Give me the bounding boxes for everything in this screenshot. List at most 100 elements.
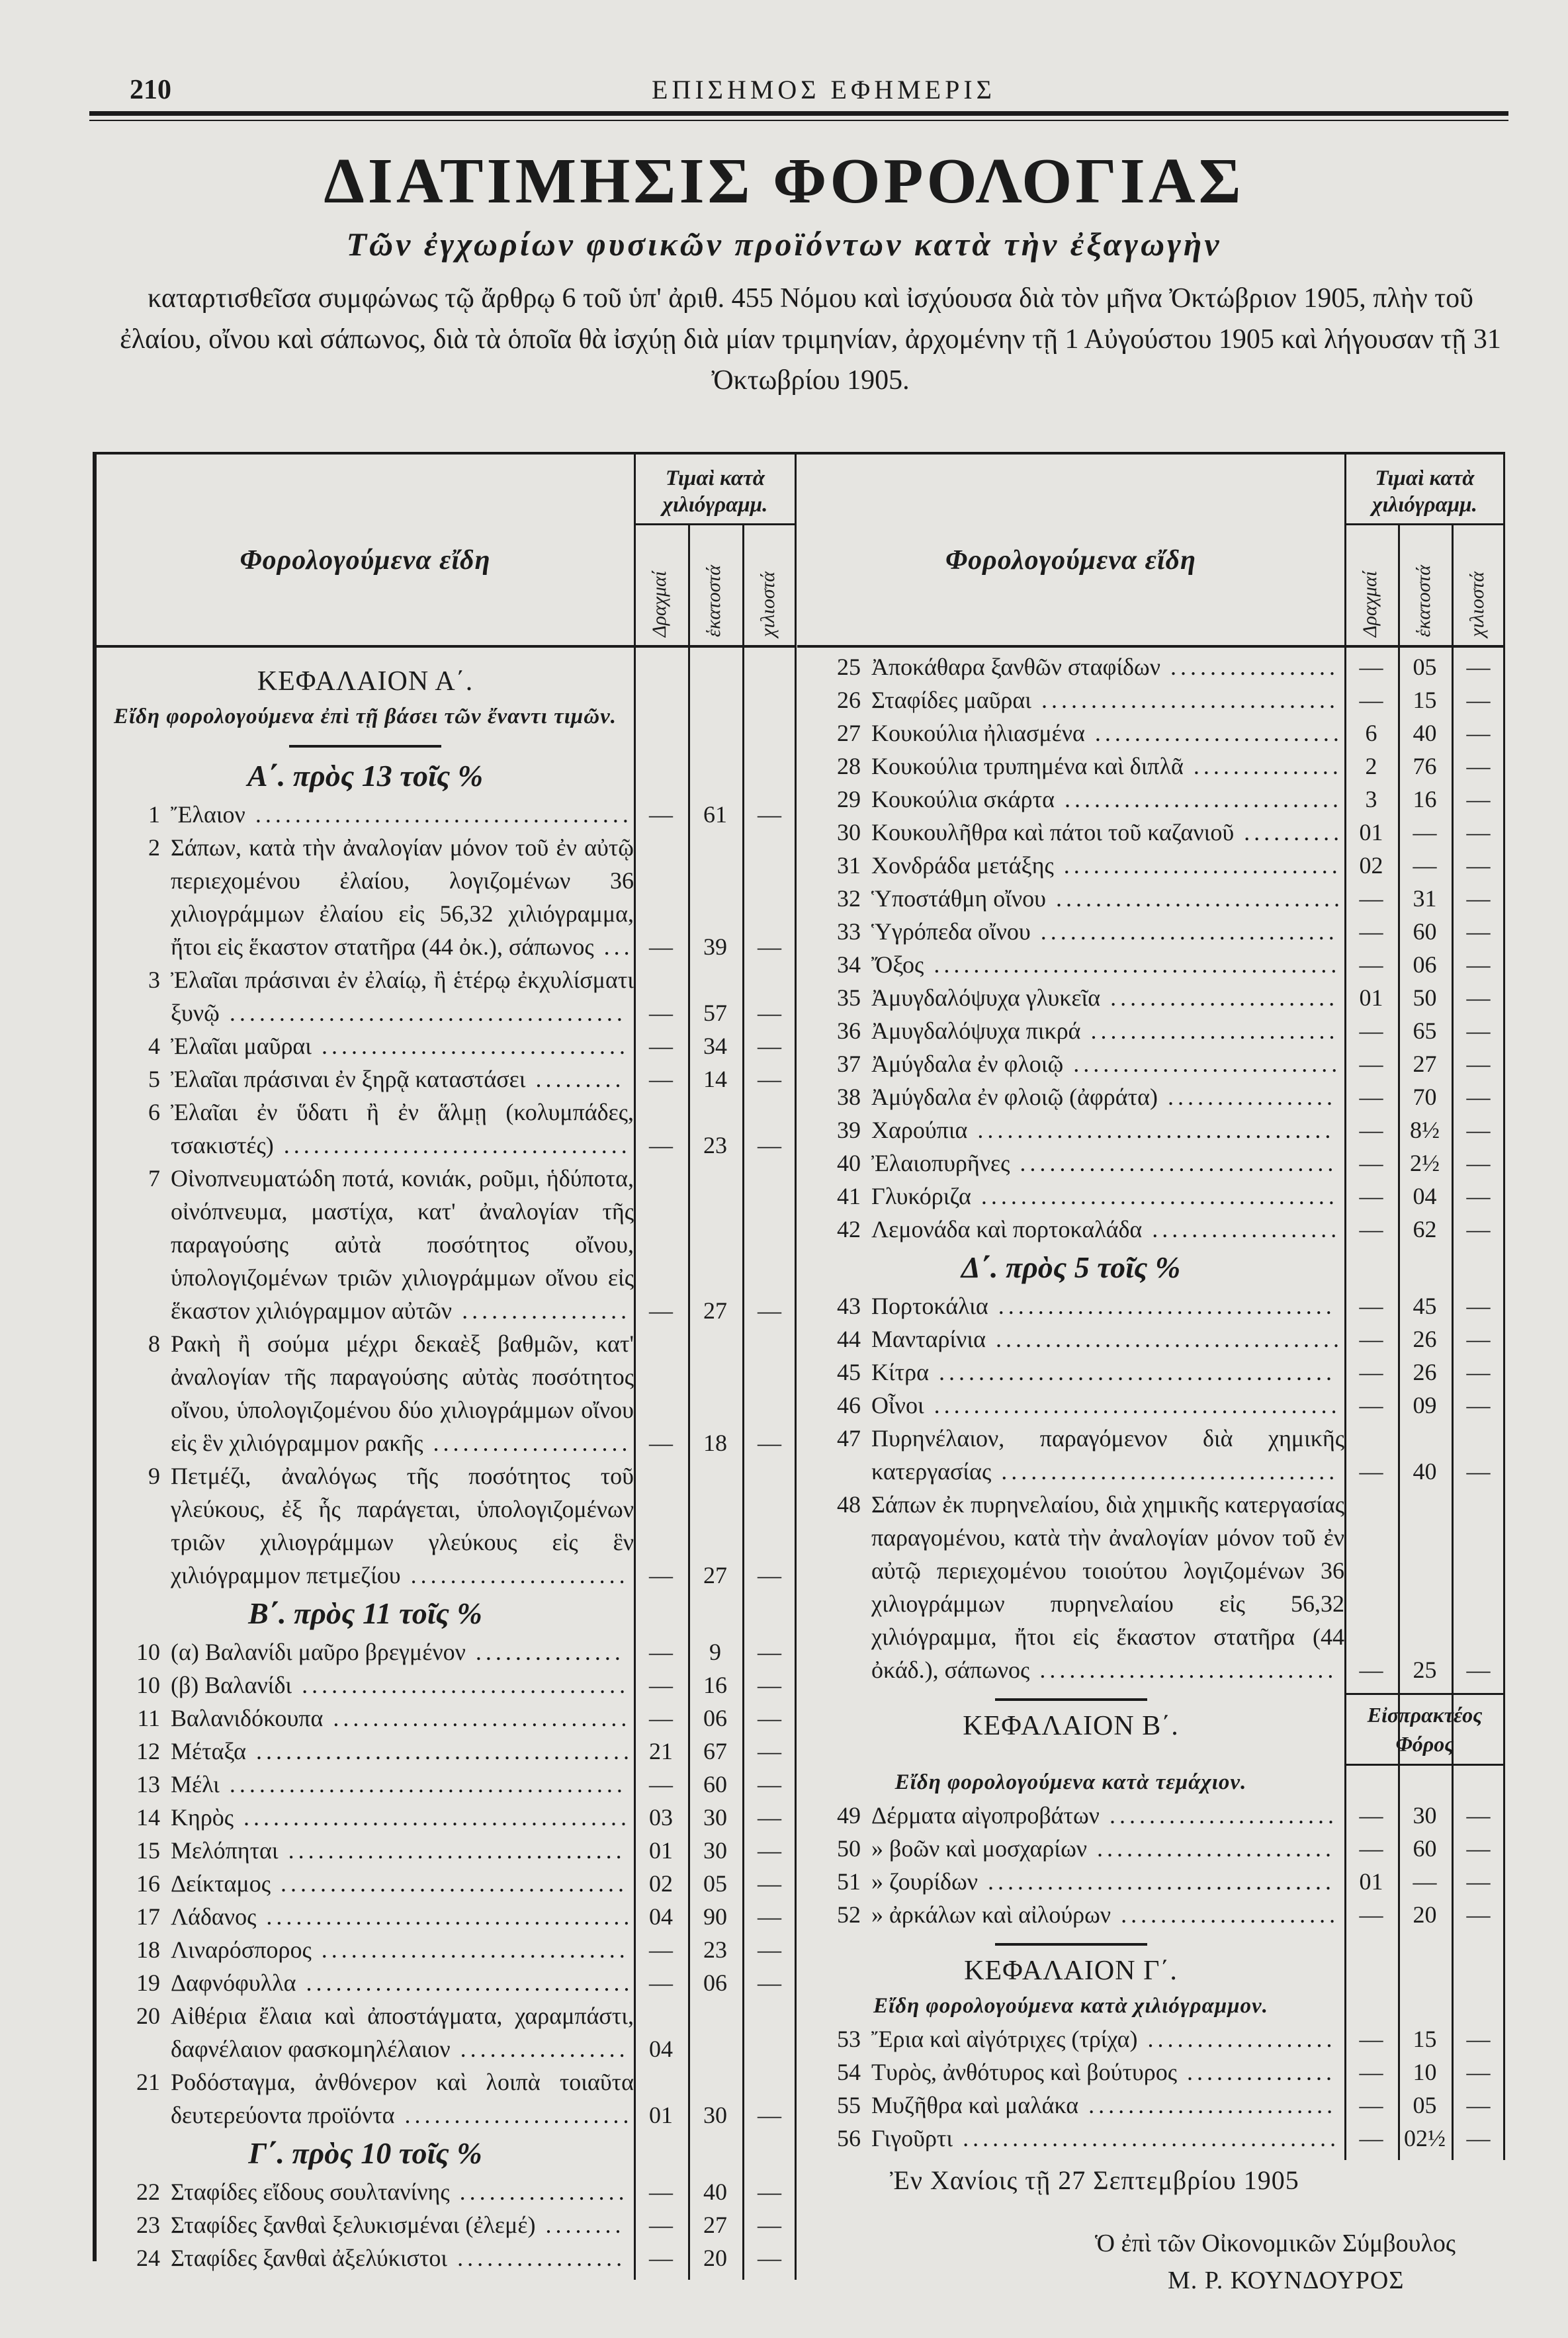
right-column-body: 25 Ἀποκάθαρα ξανθῶν σταφίδων ............…	[797, 650, 1505, 2307]
value-mils: —	[758, 1870, 781, 1897]
table-row: 24 Σταφίδες ξανθαὶ ἀξελύκιστοι ..........…	[97, 2241, 797, 2274]
value-drachmas: 01	[1359, 819, 1383, 845]
dot-leader: .......................................	[234, 1804, 631, 1831]
item-name: Ἐλαῖαι πράσιναι ἐν ἐλαίῳ, ἢ ἑτέρῳ ἐκχυλί…	[171, 967, 634, 1026]
item-number: 39	[837, 1117, 861, 1143]
table-row: 52 » ἀρκάλων καὶ αἰλούρων ...............…	[797, 1898, 1505, 1931]
left-price-head-rule	[634, 523, 797, 525]
dot-leader: ........................................	[219, 1000, 627, 1026]
value-cents: 27	[703, 1562, 727, 1588]
value-drachmas: 01	[649, 2102, 673, 2128]
table-row: 38 Ἀμύγδαλα ἐν φλοιῷ (ἀφράτα) ...........…	[797, 1080, 1505, 1113]
item-description: 40 Ἐλαιοπυρῆνες .........................…	[797, 1147, 1344, 1180]
item-description: 41 Γλυκόριζα ............................…	[797, 1180, 1344, 1213]
section-row: Εἴδη φορολογούμενα ἐπὶ τῇ βάσει τῶν ἔναν…	[97, 700, 634, 733]
item-description: 17 Λάδανος ..............................…	[97, 1900, 634, 1933]
header-rule	[89, 111, 1508, 116]
left-price-header: Τιμαὶ κατὰ χιλιόγραμμ.	[662, 466, 768, 517]
item-description: 3 Ἐλαῖαι πράσιναι ἐν ἐλαίῳ, ἢ ἑτέρῳ ἐκχυλ…	[97, 963, 634, 1029]
item-number: 5	[148, 1066, 160, 1092]
table-row: 45 Κίτρα ................................…	[797, 1356, 1505, 1389]
value-drachmas: —	[649, 1033, 673, 1059]
value-drachmas: —	[1359, 1359, 1383, 1385]
item-number: 33	[837, 918, 861, 945]
value-cents: 30	[703, 2102, 727, 2128]
value-drachmas: 3	[1365, 786, 1377, 812]
table-row: 23 Σταφίδες ξανθαὶ ξελυκισμέναι (ἐλεμέ) .…	[97, 2208, 797, 2241]
item-number: 40	[837, 1150, 861, 1176]
value-cents: 30	[703, 1837, 727, 1864]
table-row: ΚΕΦΑΛΑΙΟΝ Β΄. Εἰσπρακτέος Φόρος	[797, 1686, 1505, 1766]
item-name: Βαλανιδόκουπα	[171, 1705, 324, 1731]
left-column-body: ΚΕΦΑΛΑΙΟΝ Α΄. Εἴδη φορολογούμενα ἐπὶ τῇ β…	[97, 654, 797, 2274]
value-drachmas: —	[1359, 1017, 1383, 1044]
item-name: Ρακὴ ἢ σούμα μέχρι δεκαὲξ βαθμῶν, κατ' ἀ…	[171, 1330, 634, 1456]
value-cents: 60	[1413, 918, 1437, 945]
value-cents: 20	[703, 2245, 727, 2271]
item-name: Οἰνοπνευματώδη ποτά, κονιάκ, ροῦμι, ἡδύπ…	[171, 1165, 634, 1324]
item-name: Πυρηνέλαιον, παραγόμενον διὰ χημικῆς κατ…	[871, 1425, 1344, 1485]
dot-leader: ...................	[1142, 1216, 1341, 1242]
item-number: 25	[837, 654, 861, 680]
table-row: 21 Ροδόσταγμα, ἀνθόνερον καὶ λοιπὰ τοιαῦτ…	[97, 2065, 797, 2132]
value-mils: —	[1466, 753, 1491, 779]
divider-rule	[289, 745, 441, 748]
item-number: 52	[837, 1901, 861, 1928]
item-description: 16 Δείκταμος ............................…	[97, 1867, 634, 1900]
dot-leader: .........................	[1080, 1017, 1339, 1044]
value-mils: —	[758, 1297, 781, 1324]
value-cents: 34	[703, 1033, 727, 1059]
value-cents: 30	[703, 1804, 727, 1831]
signatory-title: Ὁ ἐπὶ τῶν Οἰκονομικῶν Σύμβουλος	[1095, 2230, 1456, 2257]
right-right-divider	[1503, 452, 1505, 2160]
table-row: 28 Κουκούλια τρυπημένα καὶ διπλᾶ ........…	[797, 750, 1505, 783]
value-cents: 05	[703, 1870, 727, 1897]
item-number: 14	[136, 1804, 160, 1831]
item-name: Μελόπηται	[171, 1837, 279, 1864]
table-row: 3 Ἐλαῖαι πράσιναι ἐν ἐλαίῳ, ἢ ἑτέρῳ ἐκχυλ…	[97, 963, 797, 1029]
value-mils: —	[1466, 1657, 1491, 1683]
item-number: 10	[136, 1639, 160, 1665]
dot-leader: ................................	[1010, 1150, 1338, 1176]
value-mils: —	[758, 1033, 781, 1059]
item-description: 5 Ἐλαῖαι πράσιναι ἐν ξηρᾷ καταστάσει ....…	[97, 1062, 634, 1096]
rate-group-heading: Δ΄. πρὸς 5 τοῖς %	[961, 1250, 1181, 1284]
table-row: 18 Λιναρόσπορος .........................…	[97, 1933, 797, 1966]
dot-leader: ........................................	[219, 1771, 627, 1797]
item-name: Γλυκόριζα	[871, 1183, 971, 1209]
item-name: Ἐλαιοπυρῆνες	[871, 1150, 1010, 1176]
table-border-left	[93, 452, 97, 2261]
item-number: 38	[837, 1084, 861, 1110]
dot-leader: .................................	[296, 1970, 634, 1996]
dot-leader: .....................................	[256, 1903, 634, 1930]
item-number: 41	[837, 1183, 861, 1209]
item-name: Ἔρια καὶ αἰγότριχες (τρίχα)	[871, 2026, 1138, 2052]
value-drachmas: —	[649, 1297, 673, 1324]
item-description: 34 Ὄξος .................................…	[797, 948, 1344, 981]
value-drachmas: —	[1359, 1293, 1383, 1319]
value-mils: —	[1466, 2026, 1491, 2052]
left-right-divider	[795, 452, 797, 2280]
value-drachmas: —	[1359, 1901, 1383, 1928]
table-row: 43 Πορτοκάλια ...........................…	[797, 1289, 1505, 1322]
item-description: 46 Οἶνοι ................................…	[797, 1389, 1344, 1422]
item-description: 42 Λεμονάδα καὶ πορτοκαλάδα .............…	[797, 1213, 1344, 1246]
value-drachmas: —	[649, 1936, 673, 1963]
table-row: 17 Λάδανος ..............................…	[97, 1900, 797, 1933]
value-cents: 14	[703, 1066, 727, 1092]
dot-leader: ....................................	[971, 1183, 1338, 1209]
value-mils: —	[1466, 885, 1491, 912]
right-col-divider	[1452, 525, 1454, 2160]
table-row: 12 Μέταξα ...............................…	[97, 1735, 797, 1768]
item-name: Κουκούλια τρυπημένα καὶ διπλᾶ	[871, 753, 1184, 779]
dot-leader: ......................................	[246, 1738, 634, 1764]
dot-leader: ...............	[1176, 2059, 1336, 2085]
value-drachmas: —	[649, 1639, 673, 1665]
value-drachmas: 02	[1359, 852, 1383, 879]
item-description: 11 Βαλανιδόκουπα ........................…	[97, 1702, 634, 1735]
value-mils: —	[1466, 1017, 1491, 1044]
item-name: Τυρὸς, ἀνθότυρος καὶ βούτυρος	[871, 2059, 1177, 2085]
section-row: ΚΕΦΑΛΑΙΟΝ Γ΄.	[797, 1952, 1344, 1989]
value-mils: —	[1466, 918, 1491, 945]
value-cents: 39	[703, 933, 727, 960]
